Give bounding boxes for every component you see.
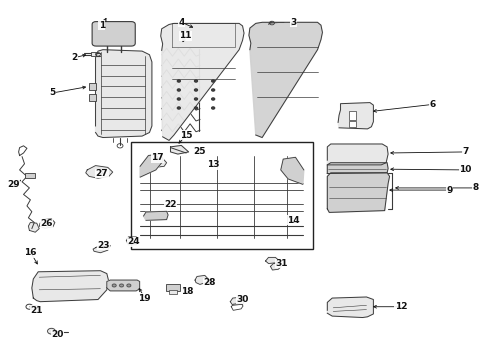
Text: 10: 10 [459,165,472,174]
Text: 25: 25 [194,147,206,156]
Polygon shape [126,237,138,245]
Polygon shape [327,144,388,165]
Circle shape [212,107,215,109]
Text: 8: 8 [472,184,478,192]
Polygon shape [171,145,189,154]
Circle shape [195,89,197,91]
Text: 11: 11 [179,31,192,40]
Text: 24: 24 [127,238,140,246]
Bar [89,94,96,101]
Text: 12: 12 [394,302,407,311]
Polygon shape [281,157,304,184]
Text: 26: 26 [40,219,53,228]
Bar [24,173,35,178]
Polygon shape [327,163,388,174]
Circle shape [177,107,180,109]
Polygon shape [32,271,109,302]
FancyBboxPatch shape [92,22,135,46]
Text: 15: 15 [180,130,193,139]
Polygon shape [230,297,245,305]
Text: 27: 27 [96,169,108,178]
Text: 30: 30 [236,295,249,304]
Text: 4: 4 [178,18,185,27]
Polygon shape [145,157,167,167]
Polygon shape [96,50,152,138]
Text: 18: 18 [181,287,194,296]
Polygon shape [93,244,110,253]
Text: 13: 13 [207,161,220,169]
Text: 20: 20 [51,330,64,339]
Text: 14: 14 [287,216,299,225]
Text: 1: 1 [99,21,105,30]
Polygon shape [161,23,244,140]
Circle shape [177,98,180,100]
Circle shape [127,284,131,287]
Text: 16: 16 [24,248,37,257]
Bar [349,111,356,120]
Text: 17: 17 [151,153,164,162]
Bar [91,52,96,56]
Polygon shape [270,264,281,270]
Polygon shape [140,154,163,177]
Circle shape [177,80,180,82]
Polygon shape [327,297,373,318]
Text: 3: 3 [290,18,296,27]
Circle shape [195,98,197,100]
Circle shape [177,89,180,91]
Circle shape [212,80,215,82]
Text: 19: 19 [138,294,151,302]
Bar [166,284,180,291]
Bar [169,290,177,294]
Polygon shape [249,22,322,138]
Text: 7: 7 [462,148,469,156]
Polygon shape [86,166,113,178]
Text: 29: 29 [7,180,20,189]
Polygon shape [144,211,168,220]
Polygon shape [338,103,373,129]
Polygon shape [266,257,278,264]
Polygon shape [107,280,140,291]
Text: 28: 28 [203,278,216,287]
Circle shape [212,98,215,100]
Text: 5: 5 [49,88,55,97]
Circle shape [48,328,55,334]
Polygon shape [195,275,208,284]
Circle shape [120,284,123,287]
Polygon shape [39,219,55,228]
Text: 31: 31 [275,259,288,268]
Polygon shape [28,222,39,232]
Bar [89,83,96,90]
Text: 9: 9 [446,186,453,194]
Text: 21: 21 [30,306,43,315]
Text: 22: 22 [164,200,177,209]
Text: 6: 6 [429,100,435,109]
Text: 2: 2 [72,53,77,62]
Polygon shape [327,173,390,212]
Circle shape [195,107,197,109]
Circle shape [112,284,116,287]
Circle shape [212,89,215,91]
Bar [131,142,313,249]
Bar [349,121,356,127]
Circle shape [195,80,197,82]
Text: 23: 23 [98,241,110,250]
Bar [30,305,38,309]
